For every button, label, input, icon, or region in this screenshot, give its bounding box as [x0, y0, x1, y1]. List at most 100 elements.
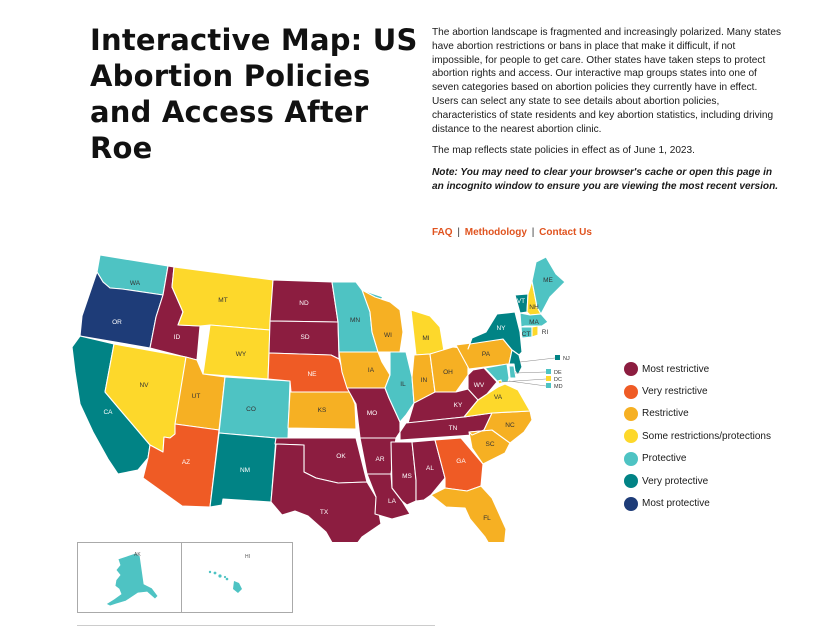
- state-label-GA: GA: [456, 458, 466, 465]
- state-label-NY: NY: [496, 325, 506, 332]
- callout-swatch-DC[interactable]: [546, 376, 551, 381]
- state-label-MD: MD: [554, 384, 563, 390]
- state-label-TN: TN: [449, 425, 458, 432]
- state-label-ME: ME: [543, 277, 553, 284]
- state-MI[interactable]: [410, 309, 445, 356]
- state-IA[interactable]: [338, 351, 391, 389]
- legend-item-very-restrictive[interactable]: Very restrictive: [624, 380, 771, 402]
- legend-item-most-protective[interactable]: Most protective: [624, 492, 771, 514]
- state-label-OR: OR: [112, 319, 122, 326]
- state-label-MS: MS: [402, 473, 412, 480]
- callout-line-NJ: [519, 357, 556, 363]
- state-label-SC: SC: [485, 441, 494, 448]
- legend-item-some[interactable]: Some restrictions/protections: [624, 425, 771, 447]
- state-label-AR: AR: [375, 456, 384, 463]
- legend-item-very-protective[interactable]: Very protective: [624, 470, 771, 492]
- state-label-NH: NH: [529, 304, 539, 311]
- callout-swatch-NJ[interactable]: [555, 355, 560, 360]
- state-label-KS: KS: [318, 407, 327, 414]
- state-label-NC: NC: [505, 422, 515, 429]
- legend-label: Protective: [642, 453, 687, 465]
- state-label-NV: NV: [139, 382, 149, 389]
- legend-swatch: [624, 496, 638, 511]
- state-label-ID: ID: [174, 334, 181, 341]
- legend-swatch: [624, 384, 638, 399]
- legend-item-most-restrictive[interactable]: Most restrictive: [624, 358, 771, 380]
- state-label-AL: AL: [426, 465, 434, 472]
- state-ME[interactable]: [531, 256, 566, 315]
- state-label-OH: OH: [443, 369, 453, 376]
- state-label-CT: CT: [522, 331, 531, 338]
- legend-swatch: [624, 474, 638, 489]
- state-label-NM: NM: [240, 467, 250, 474]
- state-label-OK: OK: [336, 453, 346, 460]
- state-label-NE: NE: [307, 371, 317, 378]
- link-separator: |: [457, 227, 460, 238]
- state-label-ND: ND: [299, 300, 309, 307]
- link-separator: |: [531, 227, 535, 238]
- state-label-MN: MN: [350, 317, 360, 324]
- state-label-NJ: NJ: [563, 356, 570, 362]
- state-AK[interactable]: [105, 552, 159, 607]
- state-label-HI: HI: [245, 554, 250, 560]
- legend-label: Most restrictive: [642, 363, 710, 375]
- state-label-KY: KY: [454, 402, 463, 409]
- state-label-MI: MI: [422, 335, 429, 342]
- inset-map: AK HI: [105, 552, 250, 607]
- legend-label: Very restrictive: [642, 386, 708, 398]
- state-NC[interactable]: [468, 410, 533, 444]
- methodology-link[interactable]: Methodology: [464, 227, 527, 238]
- state-label-IL: IL: [400, 381, 406, 388]
- state-label-DE: DE: [554, 370, 562, 376]
- state-label-CO: CO: [246, 406, 256, 413]
- state-WV[interactable]: [467, 367, 498, 401]
- state-IL[interactable]: [384, 351, 415, 423]
- callout-line-DE: [514, 371, 547, 374]
- page-title: Interactive Map: US Abortion Policies an…: [90, 23, 418, 165]
- faq-link[interactable]: FAQ: [432, 227, 453, 238]
- legend-swatch: [624, 406, 638, 421]
- state-label-WY: WY: [236, 351, 247, 358]
- state-label-SD: SD: [300, 334, 309, 341]
- state-NY[interactable]: [467, 311, 523, 356]
- legend-swatch: [624, 362, 638, 377]
- as-of-date: The map reflects state policies in effec…: [432, 145, 695, 157]
- state-label-WA: WA: [130, 280, 141, 287]
- callout-line-MD: [508, 380, 547, 387]
- state-label-UT: UT: [192, 393, 201, 400]
- contact-us-link[interactable]: Contact Us: [539, 227, 592, 238]
- legend-item-protective[interactable]: Protective: [624, 448, 771, 470]
- state-WI[interactable]: [361, 289, 404, 353]
- page-links: FAQ | Methodology | Contact Us: [432, 227, 592, 238]
- state-label-FL: FL: [483, 515, 491, 522]
- legend-label: Most protective: [642, 498, 710, 510]
- state-label-PA: PA: [482, 351, 491, 358]
- state-label-CA: CA: [103, 409, 113, 416]
- state-HI[interactable]: [208, 570, 242, 593]
- state-label-IN: IN: [421, 377, 428, 384]
- state-DC[interactable]: [497, 379, 503, 385]
- state-MD[interactable]: [484, 363, 510, 383]
- state-label-IA: IA: [368, 367, 375, 374]
- state-FL[interactable]: [430, 485, 507, 542]
- state-RI[interactable]: [531, 325, 539, 338]
- state-label-RI: RI: [542, 329, 549, 336]
- intro-text: The abortion landscape is fragmented and…: [432, 26, 784, 202]
- intro-paragraph: The abortion landscape is fragmented and…: [432, 27, 781, 135]
- legend-swatch: [624, 451, 638, 466]
- legend-item-restrictive[interactable]: Restrictive: [624, 403, 771, 425]
- callout-swatch-MD[interactable]: [546, 383, 551, 388]
- state-DE[interactable]: [508, 365, 517, 379]
- state-label-TX: TX: [320, 509, 329, 516]
- callout-line-DC: [500, 378, 547, 383]
- cache-note: Note: You may need to clear your browser…: [432, 167, 779, 192]
- state-label-MT: MT: [218, 297, 227, 304]
- state-KS[interactable]: [287, 391, 357, 430]
- callout-swatch-DE[interactable]: [546, 369, 551, 374]
- state-label-MO: MO: [367, 410, 377, 417]
- alaska-hawaii-inset: AK HI: [77, 542, 293, 613]
- state-TX[interactable]: [270, 443, 382, 542]
- map-legend: Most restrictive Very restrictive Restrict…: [624, 358, 771, 515]
- state-VA[interactable]: [463, 383, 531, 418]
